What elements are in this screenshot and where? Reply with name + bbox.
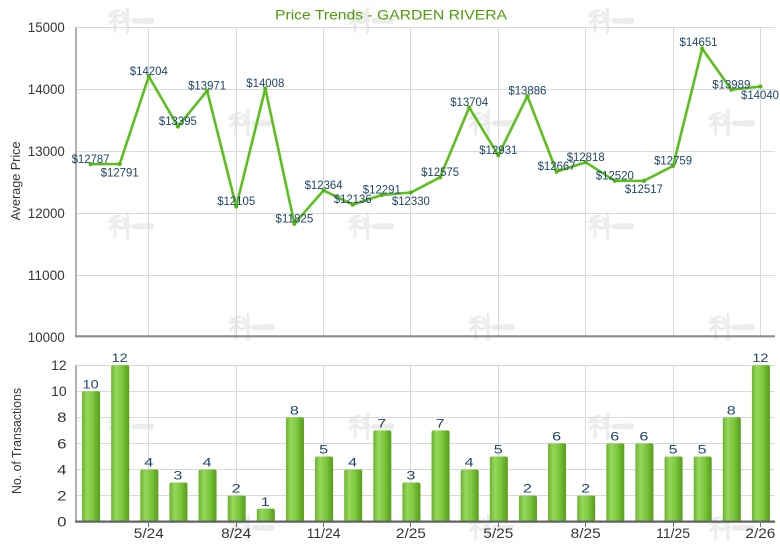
- svg-text:$13886: $13886: [508, 84, 546, 98]
- svg-text:4: 4: [203, 456, 212, 470]
- svg-text:$12787: $12787: [72, 152, 110, 166]
- svg-text:10: 10: [83, 377, 99, 391]
- svg-text:13000: 13000: [28, 144, 65, 159]
- svg-text:6: 6: [639, 430, 648, 444]
- svg-text:Average Price: Average Price: [8, 142, 23, 221]
- svg-text:8/24: 8/24: [221, 526, 252, 541]
- svg-text:3: 3: [406, 469, 415, 483]
- svg-text:11/25: 11/25: [656, 526, 690, 541]
- svg-text:8: 8: [290, 403, 299, 417]
- svg-text:$12364: $12364: [305, 178, 343, 192]
- svg-text:Price Trends - GARDEN RIVERA: Price Trends - GARDEN RIVERA: [275, 7, 508, 23]
- svg-text:2: 2: [232, 482, 241, 496]
- svg-text:12000: 12000: [28, 206, 65, 221]
- svg-text:$14651: $14651: [680, 35, 718, 49]
- svg-text:$13989: $13989: [712, 77, 750, 91]
- svg-text:5/24: 5/24: [134, 526, 165, 541]
- svg-text:10: 10: [51, 384, 67, 399]
- svg-text:$14040: $14040: [741, 88, 779, 102]
- svg-text:2/26: 2/26: [745, 526, 775, 541]
- svg-text:$13971: $13971: [188, 78, 226, 92]
- svg-text:6: 6: [610, 430, 619, 444]
- svg-text:4: 4: [57, 462, 67, 477]
- svg-text:$12791: $12791: [101, 165, 139, 179]
- svg-text:7: 7: [377, 417, 386, 431]
- svg-text:12: 12: [752, 351, 768, 365]
- svg-text:$12520: $12520: [596, 168, 634, 182]
- svg-text:$14204: $14204: [130, 64, 168, 78]
- svg-text:$12759: $12759: [654, 154, 692, 168]
- svg-text:8: 8: [727, 403, 736, 417]
- svg-text:2/25: 2/25: [396, 526, 426, 541]
- svg-text:$12575: $12575: [421, 165, 459, 179]
- svg-text:$12136: $12136: [334, 192, 372, 206]
- svg-text:2: 2: [581, 482, 590, 496]
- svg-text:4: 4: [144, 456, 153, 470]
- svg-text:$12517: $12517: [625, 182, 663, 196]
- svg-text:5/25: 5/25: [483, 526, 513, 541]
- svg-text:5: 5: [698, 443, 707, 457]
- svg-text:11/24: 11/24: [307, 526, 342, 541]
- svg-text:5: 5: [669, 443, 678, 457]
- svg-text:8/25: 8/25: [571, 526, 601, 541]
- svg-text:0: 0: [57, 515, 66, 530]
- svg-text:3: 3: [173, 469, 182, 483]
- svg-text:5: 5: [494, 443, 503, 457]
- svg-text:15000: 15000: [28, 20, 65, 35]
- svg-text:$12330: $12330: [392, 194, 430, 208]
- svg-text:$12818: $12818: [567, 150, 605, 164]
- svg-text:1: 1: [261, 495, 270, 509]
- svg-text:$12105: $12105: [217, 194, 255, 208]
- svg-text:4: 4: [348, 456, 357, 470]
- svg-text:12: 12: [51, 358, 67, 373]
- svg-text:8: 8: [57, 410, 66, 425]
- svg-text:No. of Transactions: No. of Transactions: [9, 388, 24, 494]
- svg-text:7: 7: [436, 417, 445, 431]
- svg-text:6: 6: [57, 436, 66, 451]
- svg-text:14000: 14000: [28, 82, 65, 97]
- svg-text:$13704: $13704: [450, 95, 488, 109]
- svg-text:$11825: $11825: [275, 211, 313, 225]
- svg-text:6: 6: [552, 430, 561, 444]
- svg-text:12: 12: [112, 351, 128, 365]
- svg-text:$12667: $12667: [538, 159, 576, 173]
- svg-text:$12931: $12931: [479, 143, 517, 157]
- svg-text:2: 2: [57, 489, 66, 504]
- svg-text:$13395: $13395: [159, 114, 197, 128]
- svg-text:4: 4: [465, 456, 474, 470]
- svg-text:$14008: $14008: [246, 76, 284, 90]
- svg-text:$12291: $12291: [363, 183, 401, 197]
- svg-text:10000: 10000: [28, 330, 65, 345]
- svg-text:5: 5: [319, 443, 328, 457]
- svg-text:2: 2: [523, 482, 532, 496]
- svg-text:11000: 11000: [28, 268, 65, 283]
